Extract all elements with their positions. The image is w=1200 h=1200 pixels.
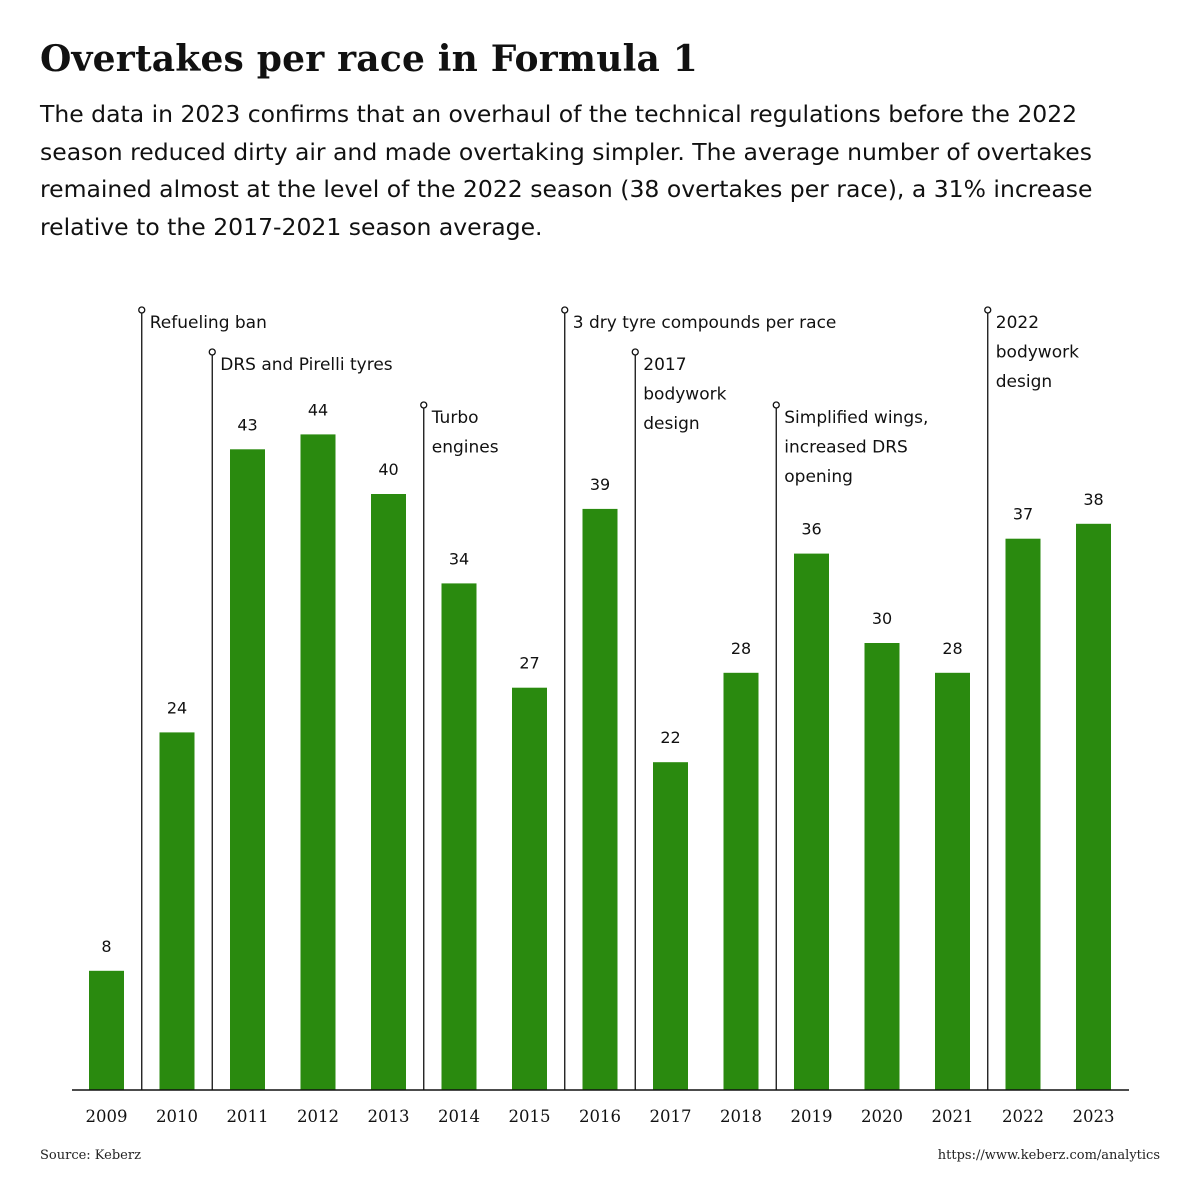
x-tick-label-2014: 2014 xyxy=(438,1107,480,1126)
bar-2023 xyxy=(1076,523,1111,1090)
annotation-label-2013-0: Turbo xyxy=(431,408,479,428)
data-label-2012: 44 xyxy=(308,400,328,419)
x-tick-label-2012: 2012 xyxy=(297,1107,339,1126)
data-label-2014: 34 xyxy=(449,549,469,568)
bar-2015 xyxy=(512,687,547,1090)
annotation-label-2021-2: design xyxy=(996,372,1052,392)
annotation-label-2016-1: bodywork xyxy=(643,385,726,405)
x-tick-label-2018: 2018 xyxy=(720,1107,762,1126)
data-label-2013: 40 xyxy=(378,460,398,479)
annotation-label-2018-1: increased DRS xyxy=(784,438,908,458)
annotation-marker-2021 xyxy=(984,306,992,314)
source-url: https://www.keberz.com/analytics xyxy=(937,1148,1160,1163)
annotation-label-2021-1: bodywork xyxy=(996,343,1079,363)
bar-2010 xyxy=(159,732,195,1090)
annotation-marker-2009 xyxy=(138,306,146,314)
x-tick-label-2019: 2019 xyxy=(791,1107,833,1126)
annotation-label-2010-0: DRS and Pirelli tyres xyxy=(220,355,393,375)
bar-2009 xyxy=(89,970,124,1090)
bar-2022 xyxy=(1005,538,1041,1090)
data-label-2020: 30 xyxy=(872,609,892,628)
annotation-label-2015-0: 3 dry tyre compounds per race xyxy=(573,313,837,333)
source-note: Source: Keberz xyxy=(40,1148,141,1163)
bar-2014 xyxy=(441,583,477,1090)
annotation-marker-2015 xyxy=(561,306,569,314)
annotation-label-2013-1: engines xyxy=(432,438,499,458)
annotation-marker-2018 xyxy=(772,401,780,409)
x-tick-label-2015: 2015 xyxy=(509,1107,551,1126)
x-tick-label-2021: 2021 xyxy=(932,1107,974,1126)
x-tick-label-2017: 2017 xyxy=(650,1107,692,1126)
x-tick-label-2022: 2022 xyxy=(1002,1107,1044,1126)
data-label-2018: 28 xyxy=(731,639,751,658)
data-label-2022: 37 xyxy=(1013,505,1033,524)
data-label-2016: 39 xyxy=(590,475,610,494)
bar-2016 xyxy=(582,508,618,1090)
x-tick-label-2009: 2009 xyxy=(86,1107,128,1126)
annotation-marker-2013 xyxy=(420,401,428,409)
data-label-2019: 36 xyxy=(801,520,821,539)
data-label-2021: 28 xyxy=(942,639,962,658)
data-label-2009: 8 xyxy=(101,937,111,956)
annotation-label-2018-0: Simplified wings, xyxy=(784,408,928,428)
chart-title: Overtakes per race in Formula 1 xyxy=(40,38,698,80)
data-label-2010: 24 xyxy=(167,698,187,717)
x-tick-label-2016: 2016 xyxy=(579,1107,621,1126)
annotation-marker-2010 xyxy=(208,348,216,356)
annotation-label-2021-0: 2022 xyxy=(996,313,1039,333)
bar-2021 xyxy=(935,672,970,1090)
data-label-2011: 43 xyxy=(237,415,257,434)
bar-2020 xyxy=(864,643,900,1090)
annotation-label-2016-0: 2017 xyxy=(643,355,686,375)
annotation-label-2018-2: opening xyxy=(784,467,853,487)
x-tick-label-2011: 2011 xyxy=(227,1107,269,1126)
annotation-label-2009-0: Refueling ban xyxy=(150,313,267,333)
x-tick-label-2020: 2020 xyxy=(861,1107,903,1126)
annotation-marker-2016 xyxy=(631,348,639,356)
x-tick-label-2010: 2010 xyxy=(156,1107,198,1126)
bar-2011 xyxy=(230,449,265,1090)
bar-2012 xyxy=(300,434,336,1090)
annotation-label-2016-2: design xyxy=(643,414,699,434)
x-tick-label-2023: 2023 xyxy=(1073,1107,1115,1126)
data-label-2017: 22 xyxy=(660,728,680,747)
chart-subtitle: The data in 2023 confirms that an overha… xyxy=(40,100,1093,241)
data-label-2023: 38 xyxy=(1083,490,1103,509)
bar-2019 xyxy=(794,553,829,1090)
bar-2017 xyxy=(653,762,688,1090)
x-tick-label-2013: 2013 xyxy=(368,1107,410,1126)
data-label-2015: 27 xyxy=(519,654,539,673)
bar-2013 xyxy=(371,494,406,1090)
bar-2018 xyxy=(723,672,759,1090)
